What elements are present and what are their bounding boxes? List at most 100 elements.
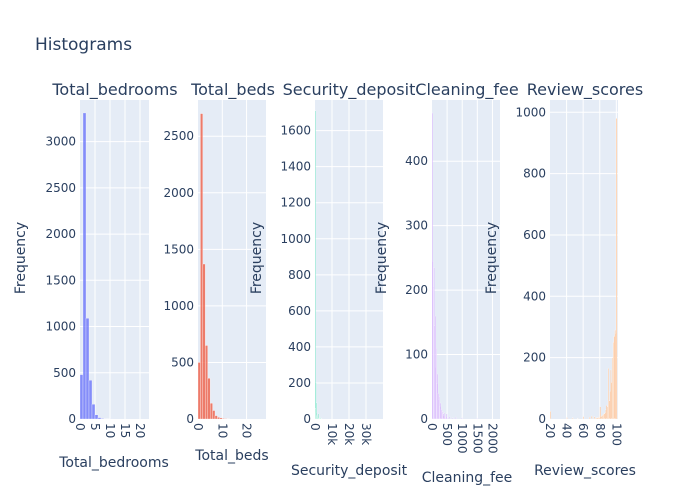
y-tick-label: 400 bbox=[288, 340, 311, 354]
histogram-bar bbox=[572, 417, 574, 420]
x-tick-label: 10 bbox=[215, 423, 229, 438]
x-tick-label: 0 bbox=[425, 423, 439, 431]
histogram-bar bbox=[461, 417, 463, 420]
histogram-bar bbox=[88, 380, 93, 420]
plot-area bbox=[432, 100, 500, 419]
x-tick-label: 100 bbox=[609, 423, 623, 446]
y-tick-label: 1200 bbox=[280, 196, 311, 210]
histogram-bar bbox=[566, 417, 568, 420]
x-tick-label: 1000 bbox=[455, 423, 469, 454]
histogram-panel-5: 0 200 400 600 800 1000 20 40 60 80 100 Review_score… bbox=[515, 80, 643, 479]
histogram-bar bbox=[79, 374, 84, 420]
y-axis-title: Frequency bbox=[249, 222, 265, 294]
histogram-bar bbox=[549, 411, 551, 420]
plot-area bbox=[550, 100, 618, 419]
histogram-bar bbox=[588, 417, 590, 420]
histogram-bar bbox=[314, 110, 316, 420]
histogram-bar bbox=[449, 416, 451, 420]
x-tick-label: 0 bbox=[73, 423, 87, 431]
histogram-bar bbox=[82, 112, 87, 420]
histogram-bar bbox=[91, 404, 96, 420]
histogram-bar bbox=[591, 415, 593, 420]
x-tick-label: 5 bbox=[88, 423, 102, 431]
histogram-bar bbox=[599, 406, 601, 420]
y-tick-label: 0 bbox=[420, 412, 428, 426]
histogram-bar bbox=[200, 113, 204, 420]
y-axis-title: Frequency bbox=[484, 222, 500, 294]
y-tick-label: 200 bbox=[288, 376, 311, 390]
y-tick-label: 0 bbox=[68, 412, 76, 426]
histogram-bar bbox=[202, 263, 206, 420]
histogram-bar bbox=[222, 418, 225, 420]
y-tick-label: 1000 bbox=[280, 232, 311, 246]
x-axis-title: Total_beds bbox=[194, 448, 268, 464]
y-tick-label: 1600 bbox=[280, 124, 311, 138]
y-tick-label: 1500 bbox=[163, 242, 194, 256]
histogram-bar bbox=[452, 417, 454, 420]
histogram-bar bbox=[207, 378, 211, 420]
histogram-bar bbox=[212, 410, 216, 420]
histogram-bar bbox=[476, 418, 478, 420]
y-tick-label: 3000 bbox=[45, 135, 76, 149]
histogram-bar bbox=[197, 362, 201, 420]
histogram-bar bbox=[219, 417, 223, 420]
subplot-title: Security_deposit bbox=[283, 80, 416, 100]
x-tick-label: 80 bbox=[593, 423, 607, 438]
y-tick-label: 800 bbox=[288, 268, 311, 282]
y-tick-label: 100 bbox=[405, 348, 428, 362]
y-tick-label: 2500 bbox=[163, 129, 194, 143]
histogram-bar bbox=[443, 412, 445, 420]
histogram-bar bbox=[446, 413, 448, 420]
histogram-bar bbox=[593, 416, 595, 420]
histogram-bar bbox=[577, 417, 579, 420]
y-tick-label: 400 bbox=[523, 289, 546, 303]
y-tick-label: 1000 bbox=[163, 299, 194, 313]
y-tick-label: 200 bbox=[523, 351, 546, 365]
subplot-title: Total_bedrooms bbox=[51, 80, 177, 100]
x-tick-label: 20 bbox=[543, 423, 557, 438]
x-tick-label: 15 bbox=[118, 423, 132, 438]
x-tick-label: 40 bbox=[560, 423, 574, 438]
y-tick-label: 1000 bbox=[45, 320, 76, 334]
y-tick-label: 2000 bbox=[45, 227, 76, 241]
x-tick-label: 20 bbox=[240, 423, 254, 438]
x-tick-label: 10k bbox=[325, 423, 339, 445]
x-tick-label: 1500 bbox=[470, 423, 484, 454]
x-tick-label: 60 bbox=[576, 423, 590, 438]
x-tick-label: 20k bbox=[342, 423, 356, 445]
histogram-panel-2: 0 500 1000 1500 2000 2500 0 10 20 Total_beds Total… bbox=[163, 80, 274, 464]
y-tick-label: 500 bbox=[53, 366, 76, 380]
x-tick-label: 30k bbox=[359, 423, 373, 445]
subplot-title: Cleaning_fee bbox=[415, 80, 518, 100]
x-axis-title: Review_scores bbox=[534, 463, 636, 479]
y-tick-label: 600 bbox=[288, 304, 311, 318]
x-axis-title: Total_bedrooms bbox=[58, 455, 169, 471]
figure-title: Histograms bbox=[35, 35, 132, 55]
histogram-bar bbox=[607, 368, 610, 420]
x-tick-label: 2000 bbox=[485, 423, 499, 454]
histogram-bar bbox=[94, 414, 99, 420]
y-tick-label: 2000 bbox=[163, 186, 194, 200]
y-tick-label: 0 bbox=[538, 412, 546, 426]
x-tick-label: 0 bbox=[308, 423, 322, 431]
y-axis-title: Frequency bbox=[13, 222, 29, 294]
histogram-bar bbox=[616, 118, 618, 420]
y-axis-title: Frequency bbox=[374, 222, 390, 294]
histogram-bar bbox=[205, 345, 208, 420]
histogram-bar bbox=[100, 418, 105, 420]
plot-area bbox=[198, 100, 266, 419]
plot-area bbox=[80, 100, 149, 419]
x-tick-label: 20 bbox=[133, 423, 147, 438]
y-tick-label: 1000 bbox=[515, 105, 546, 119]
subplot-title: Total_beds bbox=[190, 80, 275, 100]
y-tick-label: 600 bbox=[523, 228, 546, 242]
subplot-title: Review_scores bbox=[527, 80, 643, 100]
y-tick-label: 0 bbox=[303, 412, 311, 426]
histogram-bar bbox=[447, 417, 449, 420]
histogram-bar bbox=[214, 415, 218, 420]
